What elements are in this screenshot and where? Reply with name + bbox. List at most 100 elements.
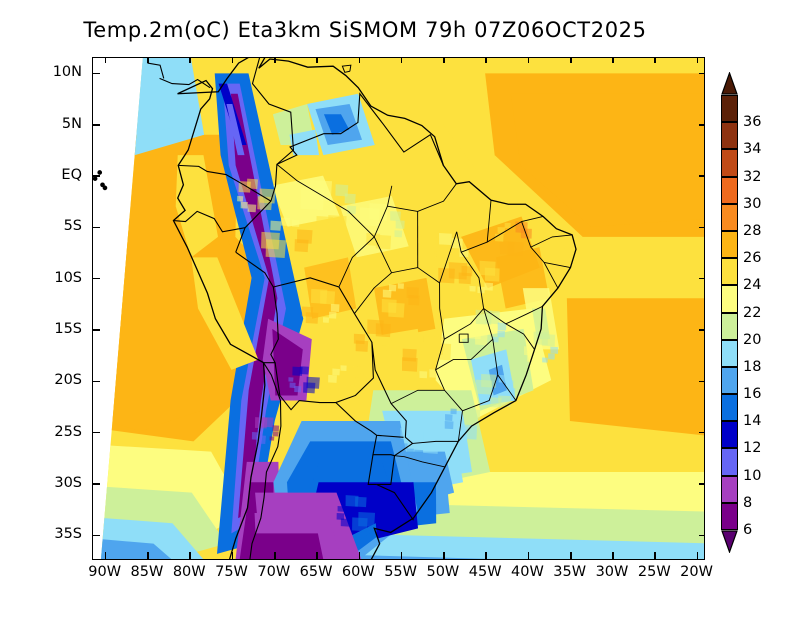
temperature-band — [358, 511, 376, 528]
border-line — [276, 164, 375, 238]
temperature-band — [390, 211, 401, 222]
border-line — [444, 231, 485, 340]
temperature-band — [375, 234, 392, 250]
colorbar-tick-label: 30 — [743, 195, 762, 212]
temperature-band — [406, 448, 414, 456]
y-tick — [93, 72, 100, 75]
temperature-band — [359, 207, 380, 227]
temperature-band — [459, 248, 469, 258]
colorbar-band — [721, 312, 738, 340]
border-line — [263, 286, 279, 364]
x-tick — [612, 552, 614, 559]
border-line — [147, 62, 165, 79]
border-line — [461, 216, 544, 253]
temperature-band — [269, 436, 275, 441]
y-tick — [93, 380, 100, 383]
temperature-band — [247, 204, 257, 213]
x-axis-label: 80W — [172, 564, 206, 580]
temperature-band — [381, 502, 408, 532]
temperature-band — [484, 282, 493, 291]
border-line — [390, 389, 445, 405]
island-marker — [93, 176, 98, 181]
temperature-band — [310, 288, 328, 304]
temperature-band — [328, 374, 338, 383]
temperature-band — [336, 512, 345, 520]
border-line — [249, 362, 282, 559]
colorbar-tick-label: 28 — [743, 222, 762, 239]
colorbar-band — [721, 394, 738, 422]
temperature-band — [423, 431, 441, 447]
x-tick — [358, 58, 361, 63]
temperature-band — [288, 377, 294, 382]
temperature-band — [542, 357, 548, 363]
border-line — [521, 221, 559, 289]
y-tick — [93, 329, 100, 331]
border-line — [341, 64, 352, 73]
y-axis-label: 5S — [63, 218, 82, 235]
temperature-band — [329, 311, 337, 319]
temperature-band — [444, 421, 454, 430]
temperature-band — [394, 230, 403, 238]
border-line — [486, 200, 492, 243]
temperature-band — [379, 345, 387, 352]
border-line — [505, 306, 543, 325]
page-title: Temp.2m(oC) Eta3km SiSMOM 79h 07Z06OCT20… — [83, 18, 647, 42]
temperature-band — [322, 317, 330, 323]
temperature-band — [492, 336, 499, 343]
y-axis-label: EQ — [61, 167, 82, 184]
x-tick — [654, 58, 657, 63]
temperature-band — [410, 246, 435, 270]
temperature-band — [423, 336, 444, 355]
colorbar-tick-label: 32 — [743, 168, 762, 185]
temperature-band — [100, 533, 189, 559]
temperature-band — [332, 368, 340, 376]
temperature-band — [240, 201, 248, 209]
temperature-band — [474, 333, 488, 346]
temperature-band — [292, 366, 303, 376]
map-plot-area — [92, 57, 705, 560]
temperature-band — [515, 221, 528, 234]
temperature-band — [289, 129, 320, 156]
y-axis-label: 15S — [54, 321, 82, 338]
x-axis-label: 60W — [341, 564, 375, 580]
temperature-band — [244, 543, 313, 559]
y-axis-label: 5N — [61, 115, 82, 132]
temperature-band — [237, 195, 244, 202]
temperature-band — [367, 319, 384, 335]
colorbar-tick-label: 22 — [743, 304, 762, 321]
temperature-band — [289, 382, 296, 389]
temperature-band — [300, 187, 325, 211]
x-tick — [147, 58, 149, 63]
border-line — [367, 454, 377, 485]
border-line — [251, 58, 295, 165]
temperature-band — [419, 371, 428, 379]
temperature-band — [461, 403, 475, 416]
colorbar-band — [721, 448, 738, 476]
y-tick — [699, 123, 704, 126]
colorbar-band — [721, 475, 738, 503]
x-tick — [231, 58, 234, 63]
border-line — [544, 262, 571, 269]
temperature-band — [479, 260, 496, 276]
temperature-band — [445, 414, 453, 422]
temperature-band — [498, 374, 508, 383]
border-line — [178, 164, 272, 202]
x-axis-label: 45W — [468, 564, 502, 580]
border-line — [412, 440, 459, 444]
colorbar-tick-label: 34 — [743, 141, 762, 158]
x-tick — [400, 58, 403, 63]
y-tick — [93, 431, 100, 434]
y-tick — [699, 380, 704, 383]
colorbar-band — [721, 285, 738, 313]
x-tick — [527, 58, 530, 63]
temperature-band — [548, 353, 555, 360]
temperature-band — [272, 328, 303, 396]
x-tick — [569, 552, 572, 559]
x-tick — [273, 58, 276, 63]
temperature-band — [270, 220, 282, 231]
island-marker — [97, 170, 103, 175]
temperature-band — [451, 238, 463, 249]
colorbar-band — [721, 149, 738, 177]
y-axis-label: 10N — [52, 64, 82, 81]
colorbar-tick-label: 18 — [743, 358, 762, 375]
